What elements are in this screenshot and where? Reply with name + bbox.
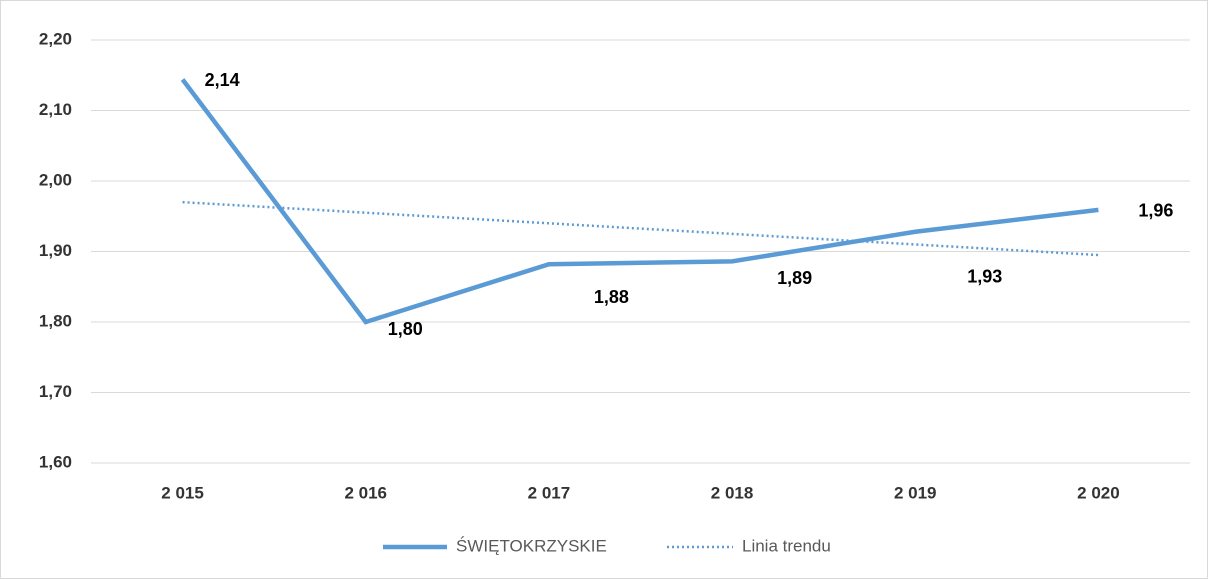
x-tick-label: 2 020 [1077, 483, 1120, 502]
x-tick-label: 2 015 [161, 483, 204, 502]
data-label: 1,93 [967, 267, 1002, 287]
x-tick-label: 2 016 [344, 483, 387, 502]
y-tick-label: 2,00 [39, 170, 72, 189]
y-tick-label: 1,80 [39, 311, 72, 330]
y-tick-label: 1,90 [39, 241, 72, 260]
x-tick-label: 2 018 [711, 483, 754, 502]
legend-label: Linia trendu [742, 536, 831, 555]
x-tick-label: 2 017 [528, 483, 571, 502]
data-label: 1,96 [1138, 201, 1173, 221]
data-label: 1,88 [594, 287, 629, 307]
y-tick-label: 2,10 [39, 100, 72, 119]
y-tick-label: 2,20 [39, 29, 72, 48]
legend-label: ŚWIĘTOKRZYSKIE [456, 536, 607, 555]
data-line [180, 78, 1099, 325]
y-tick-label: 1,60 [39, 452, 72, 471]
y-tick-label: 1,70 [39, 382, 72, 401]
x-tick-label: 2 019 [894, 483, 937, 502]
data-label: 1,80 [388, 319, 423, 339]
data-label: 1,89 [777, 268, 812, 288]
data-label: 2,14 [205, 70, 240, 90]
